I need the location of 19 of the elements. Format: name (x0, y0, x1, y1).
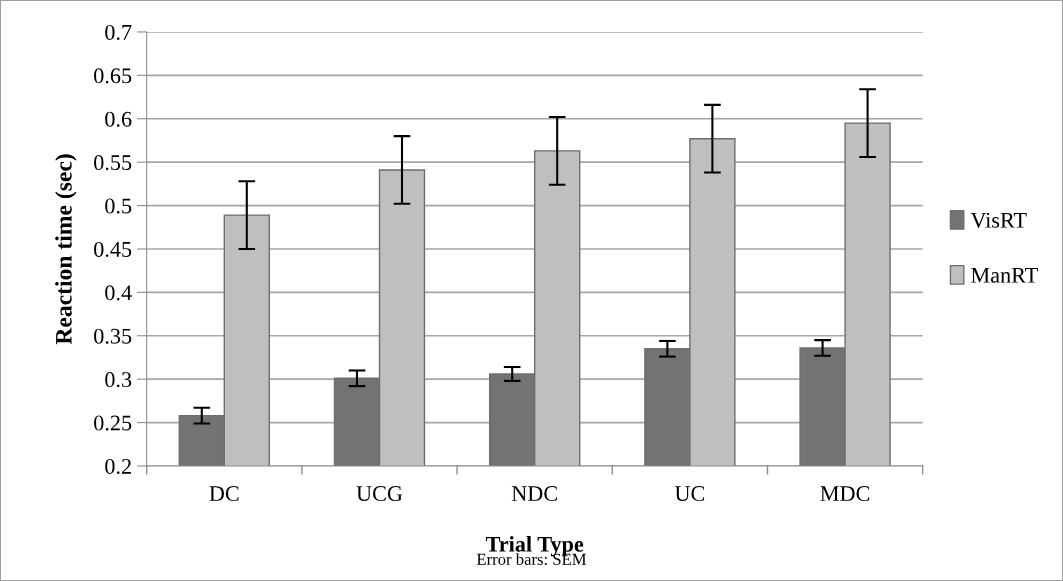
y-tick-label: 0.6 (105, 111, 132, 127)
x-tick-label: NDC (511, 486, 557, 502)
y-tick-label: 0.2 (105, 458, 131, 474)
legend-label: VisRT (970, 212, 1027, 228)
y-tick-label: 0.45 (94, 241, 132, 257)
x-tick-label: UC (674, 486, 705, 502)
y-tick-label: 0.25 (94, 415, 132, 431)
y-tick-label: 0.4 (105, 285, 132, 301)
x-tick-label: DC (209, 486, 239, 502)
x-tick-label: UCG (356, 486, 403, 502)
y-tick-label: 0.55 (94, 155, 132, 171)
legend-label: ManRT (971, 267, 1038, 283)
y-axis-title: Reaction time (sec) (55, 154, 77, 345)
y-tick-label: 0.7 (105, 24, 132, 40)
y-tick-label: 0.35 (94, 328, 132, 344)
x-tick-label: MDC (820, 486, 870, 502)
y-tick-label: 0.3 (105, 372, 132, 388)
y-tick-label: 0.5 (105, 198, 132, 214)
y-tick-label: 0.65 (94, 68, 132, 84)
